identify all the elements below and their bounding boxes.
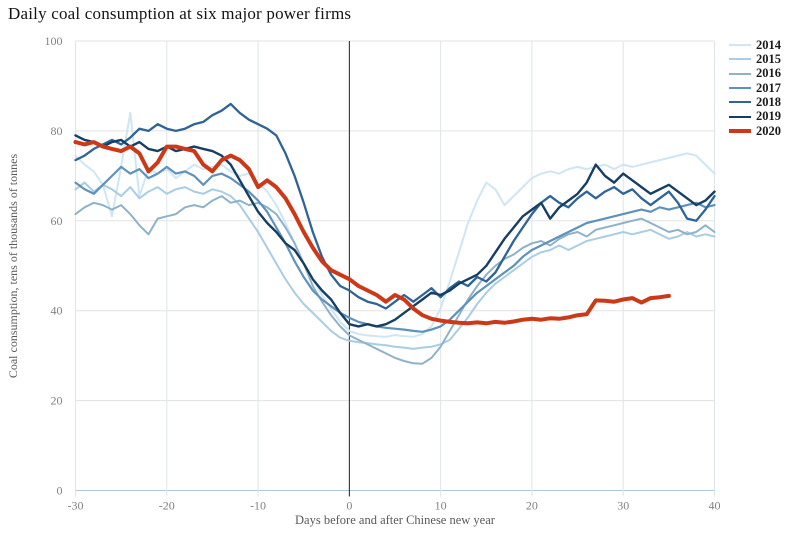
y-tick-label: 40 [51,304,63,318]
legend-label: 2019 [756,109,781,124]
series-line-2014 [74,111,716,338]
legend: 2014 2015 2016 2017 2018 2019 2020 [729,38,781,138]
x-tick-label: 0 [346,499,352,513]
legend-line-swatch-2017 [729,87,751,90]
series-line-2017 [74,165,716,333]
series-line-2020 [73,140,671,326]
legend-item-2020: 2020 [729,124,781,138]
x-tick-label: 30 [617,499,629,513]
legend-item-2015: 2015 [729,52,781,66]
legend-line-swatch-2015 [729,58,751,61]
legend-item-2016: 2016 [729,67,781,81]
series-line-2019 [74,134,716,328]
legend-label: 2014 [756,37,781,52]
x-tick-label: -30 [68,499,84,513]
x-tick-label: 40 [709,499,721,513]
series-line-2016 [74,195,716,365]
legend-label: 2016 [756,66,781,81]
legend-label: 2018 [756,95,781,110]
legend-item-2017: 2017 [729,81,781,95]
y-tick-label: 60 [51,214,63,228]
legend-line-swatch-2018 [729,101,751,104]
series-line-2015 [74,181,716,350]
legend-line-swatch-2020 [729,128,751,133]
x-tick-label: -10 [250,499,266,513]
legend-item-2019: 2019 [729,109,781,123]
legend-label: 2017 [756,80,781,95]
x-axis-label: Days before and after Chinese new year [295,513,495,527]
y-tick-label: 20 [51,394,63,408]
legend-line-swatch-2016 [729,72,751,75]
x-tick-label: 10 [435,499,447,513]
series-line-2018 [74,102,716,310]
x-tick-label: 20 [526,499,538,513]
legend-line-swatch-2019 [729,115,751,118]
chart-title: Daily coal consumption at six major powe… [8,4,352,23]
legend-label: 2020 [756,123,781,138]
legend-line-swatch-2014 [729,44,751,47]
y-tick-label: 80 [51,124,63,138]
x-tick-label: -20 [159,499,175,513]
y-axis-label: Coal consumption, tens of thousands of t… [6,153,20,379]
legend-item-2018: 2018 [729,95,781,109]
y-tick-label: 100 [45,34,63,48]
legend-item-2014: 2014 [729,38,781,52]
legend-label: 2015 [756,52,781,67]
y-tick-label: 0 [57,484,63,498]
